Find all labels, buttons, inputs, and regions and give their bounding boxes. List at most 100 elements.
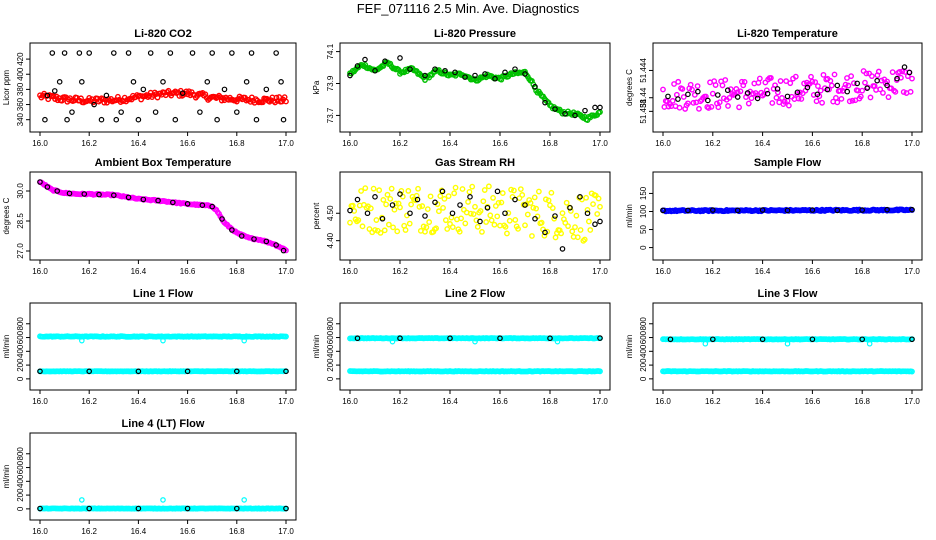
y-tick-label: 200: [326, 358, 335, 372]
data-point: [101, 99, 108, 106]
data-point: [273, 50, 279, 56]
data-point: [844, 88, 851, 95]
data-point: [347, 72, 353, 79]
data-point: [736, 104, 742, 111]
data-point: [115, 93, 121, 100]
data-point: [687, 81, 694, 88]
data-point: [283, 368, 289, 375]
data-point: [901, 64, 908, 70]
data-point: [494, 188, 501, 195]
data-point: [366, 226, 373, 232]
y-tick-label: 200: [16, 488, 25, 502]
data-point: [407, 66, 413, 72]
data-point: [828, 82, 835, 89]
y-tick-label: 420: [16, 52, 25, 66]
panel-line3: Line 3 Flow 16.0 16.2 16.4 16.6 16.8 17.0 0 2004…: [625, 288, 923, 406]
data-point: [558, 230, 565, 237]
data-point: [524, 211, 531, 218]
data-point: [451, 190, 458, 197]
data-point: [530, 204, 537, 211]
data-point: [487, 212, 494, 219]
x-tick-label: 16.2: [705, 139, 721, 148]
series-switch-points: [79, 497, 247, 503]
data-point: [512, 196, 518, 203]
data-point: [846, 98, 853, 105]
data-point: [209, 203, 216, 210]
data-point: [851, 80, 857, 87]
data-point: [759, 207, 766, 213]
series-2-5-min-ave: [37, 179, 287, 254]
data-point: [834, 82, 841, 89]
y-axis-label: ml/min: [2, 465, 11, 489]
data-point: [675, 96, 681, 102]
data-point: [737, 88, 744, 95]
data-point: [81, 191, 88, 197]
data-point: [508, 186, 515, 193]
panel-frame: [652, 302, 923, 391]
data-point: [552, 106, 558, 112]
data-point: [584, 210, 591, 217]
x-tick-label: 16.0: [655, 139, 671, 148]
data-point: [552, 234, 559, 241]
data-point: [376, 187, 383, 194]
series-2-5-min-ave: [347, 55, 603, 119]
data-point: [447, 221, 453, 227]
y-tick-label: 100: [639, 204, 648, 218]
data-point: [854, 80, 861, 87]
data-point: [676, 104, 683, 111]
data-point: [462, 220, 469, 227]
x-tick-label: 16.4: [131, 527, 147, 536]
data-point: [457, 202, 463, 208]
data-point: [449, 210, 456, 217]
data-point: [909, 206, 915, 213]
data-point: [522, 202, 528, 208]
data-point: [833, 94, 839, 101]
data-point: [372, 67, 378, 74]
y-tick-label: 73.9: [326, 75, 335, 91]
data-point: [880, 90, 886, 96]
data-point: [726, 94, 733, 101]
data-point: [130, 79, 137, 85]
data-point: [769, 100, 776, 106]
series-other-lines: [660, 368, 915, 375]
data-point: [502, 223, 509, 230]
data-point: [408, 201, 415, 208]
data-point: [462, 74, 468, 80]
data-point: [398, 188, 405, 194]
data-point: [745, 100, 752, 107]
data-point: [597, 335, 603, 341]
x-tick-label: 16.8: [229, 267, 245, 276]
x-tick-label: 16.0: [342, 267, 358, 276]
data-point: [472, 72, 478, 79]
data-point: [491, 221, 498, 228]
data-point: [875, 68, 882, 75]
data-point: [529, 233, 535, 239]
data-point: [685, 207, 691, 214]
data-point: [355, 217, 362, 224]
panel-frame: [652, 171, 923, 261]
data-point: [583, 194, 590, 201]
data-point: [502, 210, 508, 217]
series-this-line-ave: [37, 505, 289, 512]
data-point: [573, 212, 580, 219]
data-point: [406, 220, 413, 227]
panel-frame: [339, 171, 611, 261]
data-point: [492, 203, 499, 209]
data-point: [263, 86, 270, 93]
data-point: [859, 87, 866, 94]
x-tick-label: 16.2: [81, 139, 97, 148]
x-tick-label: 16.0: [32, 397, 48, 406]
data-point: [402, 227, 409, 233]
data-point: [582, 107, 588, 114]
data-point: [140, 86, 147, 93]
data-point: [817, 87, 824, 94]
data-point: [238, 233, 245, 239]
data-point: [519, 192, 526, 198]
series-raw: [37, 87, 289, 106]
data-point: [459, 186, 466, 192]
data-point: [442, 67, 448, 74]
data-point: [442, 217, 449, 224]
data-point: [515, 225, 521, 232]
data-point: [362, 185, 369, 192]
data-point: [494, 213, 501, 220]
